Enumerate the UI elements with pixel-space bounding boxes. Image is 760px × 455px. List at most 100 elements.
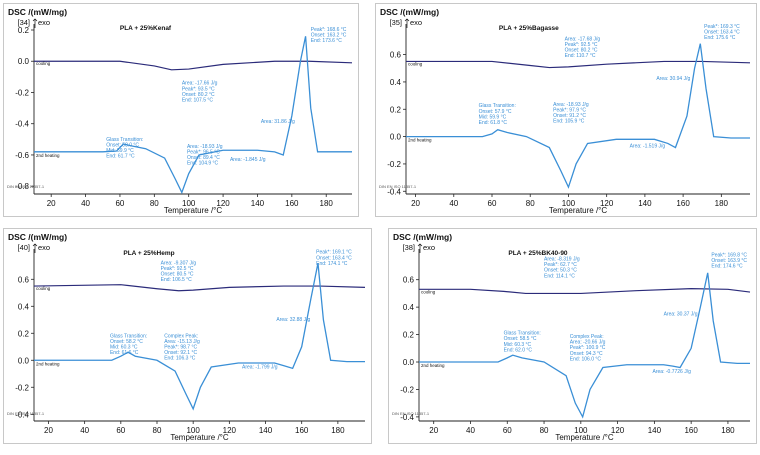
y-tick-label: 0.0 xyxy=(18,356,30,365)
y-tick-label: 0.0 xyxy=(403,358,415,367)
annotation-line: Area: 32.88 J/g xyxy=(276,317,310,323)
y-tick-label: 0.2 xyxy=(390,105,402,114)
run-number: [35] xyxy=(389,18,402,27)
dsc-panel-hemp: 20 40 60 80 100 120 140 160 180 -0.4 -0.2 0.0 0.2 0.4… xyxy=(3,228,372,444)
x-tick-label: 40 xyxy=(80,426,89,435)
annotation-line: Area: -1.845 J/g xyxy=(230,157,266,163)
annotation-line: Area: 30.37 J/g xyxy=(664,311,698,317)
exo-arrow-icon xyxy=(32,243,38,253)
annotation-line: Onset: 58.5 °C xyxy=(504,336,537,342)
y-tick-label: 0.0 xyxy=(390,133,402,142)
y-tick-label: 0.2 xyxy=(18,26,30,35)
annotation-line: Mid: 59.9 °C xyxy=(106,148,134,154)
y-axis-label: DSC /(mW/mg) xyxy=(8,232,67,242)
annotation-line: Area: -0.7726 J/g xyxy=(653,369,692,375)
x-tick-label: 120 xyxy=(216,199,230,208)
cooling-curve xyxy=(33,284,366,292)
x-tick-label: 160 xyxy=(684,426,698,435)
run-number: [34] xyxy=(17,18,30,27)
exo-label: exo xyxy=(38,18,50,27)
x-tick-label: 140 xyxy=(638,199,652,208)
annotation-line: Area: -15.13 J/g xyxy=(164,339,200,345)
annotation-line: Peak*: 169.1 °C xyxy=(316,250,352,256)
sample-title: PLA + 25%Bagasse xyxy=(499,25,559,32)
y-axis-label: DSC /(mW/mg) xyxy=(393,232,452,242)
annotation-line: Onset: 58.0 °C xyxy=(106,142,139,148)
dsc-chart: 20 40 60 80 100 120 140 160 180 -0.4 -0.2 0.0 0.2 0.4… xyxy=(392,232,751,442)
cooling-label: cooling xyxy=(36,286,51,291)
annotation-line: Glass Transition: xyxy=(479,103,516,109)
annotation-line: Onset: 163.9 °C xyxy=(711,258,747,264)
annotation-line: Peak*: 93.5 °C xyxy=(182,86,215,92)
cooling-curve xyxy=(406,60,751,69)
x-tick-label: 140 xyxy=(259,426,273,435)
annotation-line: End: 61.6 °C xyxy=(110,350,139,356)
cooling-label: cooling xyxy=(36,61,51,66)
annotation-line: Area: -18.93 J/g xyxy=(187,144,223,150)
exo-arrow-icon xyxy=(32,18,38,28)
x-tick-label: 20 xyxy=(429,426,438,435)
annotation-line: Onset: 57.9 °C xyxy=(479,109,512,115)
peak-annotation: Area: -1.519 J/g xyxy=(630,144,666,150)
annotation-line: End: 114.1 °C xyxy=(544,273,575,279)
annotation-line: End: 62.0 °C xyxy=(504,347,533,353)
run-number: [40] xyxy=(17,243,30,252)
peak-annotation: Area: -1.845 J/g xyxy=(230,157,266,163)
heating-label: 2nd heating xyxy=(36,153,60,158)
annotation-line: Glass Transition: xyxy=(504,331,541,337)
y-tick-label: -0.2 xyxy=(387,160,401,169)
exo-arrow-icon xyxy=(404,18,410,28)
x-tick-label: 180 xyxy=(320,199,334,208)
footer-label: DIN EN ISO 11357-1 xyxy=(7,411,45,416)
x-tick-label: 60 xyxy=(115,199,124,208)
x-tick-label: 180 xyxy=(715,199,729,208)
y-tick-label: -0.2 xyxy=(15,383,29,392)
annotation-line: Onset: 94.3 °C xyxy=(570,351,603,357)
y-tick-label: -0.2 xyxy=(400,385,414,394)
dsc-chart: 20 40 60 80 100 120 140 160 180 -0.8 -0.6 -0.4 -0.2 0… xyxy=(7,7,353,215)
annotation-line: Onset: 163.4 °C xyxy=(316,255,352,261)
annotation-line: Area: -1.519 J/g xyxy=(630,144,666,150)
annotation-line: Onset: 80.2 °C xyxy=(565,47,598,53)
y-tick-label: 0.2 xyxy=(403,331,415,340)
annotation-line: Complex Peak: xyxy=(164,333,198,339)
cooling-curve xyxy=(34,60,353,71)
annotation-line: Peak*: 169.8 °C xyxy=(711,252,747,258)
annotation-line: Mid: 60.3 °C xyxy=(504,342,532,348)
annotation-line: End: 106.5 °C xyxy=(161,277,193,283)
annotation-line: End: 110.7 °C xyxy=(565,53,596,59)
annotation-line: Mid: 59.9 °C xyxy=(479,114,507,120)
y-tick-label: 0.4 xyxy=(18,302,30,311)
y-axis-label: DSC /(mW/mg) xyxy=(8,7,67,17)
annotation-line: Onset: 50.3 °C xyxy=(544,268,577,274)
sample-title: PLA + 25%Kenaf xyxy=(120,25,172,32)
cooling-label: cooling xyxy=(421,289,436,294)
annotation-line: Complex Peak: xyxy=(570,334,604,340)
annotation-line: End: 106.0 °C xyxy=(570,356,602,362)
annotation-line: Area: -8.319 J/g xyxy=(544,256,580,262)
x-tick-label: 80 xyxy=(153,426,162,435)
x-tick-label: 40 xyxy=(466,426,475,435)
annotation-line: End: 107.5 °C xyxy=(182,97,214,103)
peak-annotation: Area: 30.94 J/g xyxy=(656,76,690,82)
annotation-line: Peak*: 168.6 °C xyxy=(311,27,347,33)
cooling-curve xyxy=(419,288,751,295)
y-tick-label: 0.6 xyxy=(403,276,415,285)
cooling-label: cooling xyxy=(408,61,423,66)
annotation-line: Onset: 89.4 °C xyxy=(187,155,220,161)
annotation-line: End: 106.3 °C xyxy=(164,356,196,362)
dsc-panel-bk40-90: 20 40 60 80 100 120 140 160 180 -0.4 -0.2 0.0 0.2 0.4… xyxy=(388,228,757,444)
x-tick-label: 60 xyxy=(488,199,497,208)
annotation-line: Peak*: 97.9 °C xyxy=(553,107,586,113)
x-tick-label: 40 xyxy=(81,199,90,208)
annotation-line: Area: -18.93 J/g xyxy=(553,102,589,108)
annotation-line: Area: -20.66 J/g xyxy=(570,340,606,346)
exo-label: exo xyxy=(410,18,422,27)
x-tick-label: 160 xyxy=(295,426,309,435)
